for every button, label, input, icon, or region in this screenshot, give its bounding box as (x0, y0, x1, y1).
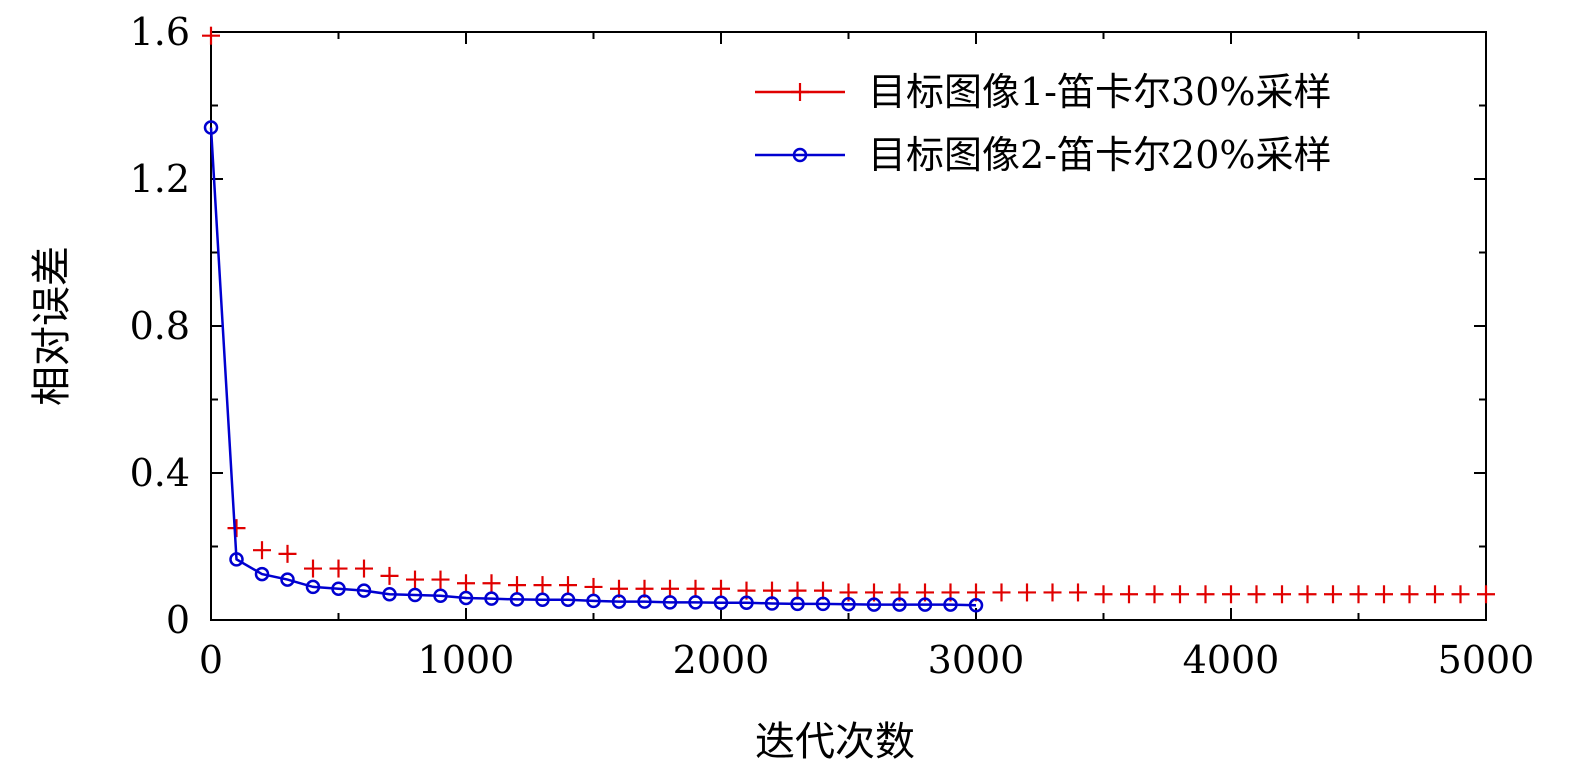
data-point (662, 595, 678, 610)
data-point (329, 559, 348, 578)
data-point (1273, 585, 1291, 604)
data-point (1222, 585, 1240, 604)
data-point (202, 26, 220, 45)
data-point (1477, 585, 1495, 604)
legend-item-2: 目标图像2-笛卡尔20%采样 (755, 133, 1331, 177)
data-point (688, 595, 703, 610)
y-axis-title: 相对误差 (29, 246, 75, 406)
y-tick-label: 0.4 (130, 451, 190, 495)
data-point (433, 588, 448, 603)
x-tick-label: 3000 (928, 638, 1025, 682)
data-point (1324, 585, 1342, 604)
axis-tick-labels: 0 1000 2000 3000 4000 5000 0 0.4 0.8 1.2 1.6 (130, 10, 1535, 682)
data-point (509, 592, 525, 607)
data-point (1247, 585, 1266, 604)
data-point (866, 597, 882, 612)
y-tick-label: 1.2 (130, 157, 190, 201)
data-point (764, 596, 780, 611)
legend-marker (792, 147, 808, 163)
data-point (280, 572, 295, 587)
x-tick-label: 2000 (673, 638, 770, 682)
data-point (1298, 585, 1317, 604)
data-point (1426, 585, 1444, 604)
data-point (586, 593, 601, 609)
data-point (1120, 585, 1138, 604)
data-point (482, 574, 501, 593)
data-point (380, 566, 399, 585)
y-tick-label: 0.8 (130, 304, 190, 348)
data-point (1069, 583, 1087, 602)
data-point (713, 595, 729, 610)
series-2-line (209, 127, 977, 607)
data-point (661, 579, 679, 598)
x-axis-title: 迭代次数 (755, 719, 915, 765)
data-point (535, 592, 550, 608)
y-tick-label: 1.6 (130, 10, 190, 54)
data-point (1451, 585, 1470, 604)
data-point (917, 597, 933, 612)
legend-label: 目标图像2-笛卡尔20%采样 (868, 133, 1331, 177)
legend-marker (791, 83, 809, 101)
data-point (739, 595, 754, 610)
legend-label: 目标图像1-笛卡尔30%采样 (868, 70, 1331, 114)
data-point (611, 594, 627, 609)
data-point (1375, 585, 1393, 604)
x-tick-label: 1000 (418, 638, 515, 682)
data-point (584, 577, 603, 596)
axis-ticks (210, 31, 1487, 621)
x-tick-label: 4000 (1183, 638, 1280, 682)
data-point (457, 574, 475, 593)
data-point (1349, 585, 1368, 604)
data-point (406, 570, 424, 589)
data-point (355, 559, 373, 578)
series-2 (203, 120, 984, 613)
data-point (484, 591, 499, 606)
data-point (304, 559, 322, 578)
data-point (203, 120, 219, 135)
data-point (356, 583, 372, 598)
y-tick-label: 0 (166, 598, 190, 642)
data-point (227, 519, 246, 538)
data-point (1196, 585, 1215, 604)
data-point (559, 576, 577, 595)
data-point (508, 576, 526, 595)
data-point (992, 583, 1011, 602)
plot-frame (210, 31, 1487, 621)
data-point (305, 579, 321, 595)
data-point (892, 597, 907, 612)
data-point (815, 596, 831, 612)
data-point (686, 579, 705, 598)
series-layer (202, 26, 1495, 613)
data-point (1145, 585, 1164, 604)
data-point (968, 598, 984, 613)
data-point (1400, 585, 1419, 604)
data-point (637, 594, 652, 609)
data-point (382, 587, 397, 602)
data-point (1018, 583, 1036, 602)
data-point (841, 596, 856, 612)
data-point (943, 597, 958, 612)
data-point (560, 592, 576, 608)
data-point (331, 581, 346, 597)
data-point (1094, 585, 1113, 604)
data-point (407, 587, 423, 603)
data-point (254, 566, 270, 582)
data-point (278, 544, 297, 563)
x-tick-label: 0 (199, 638, 223, 682)
data-point (253, 541, 271, 560)
series-1 (202, 26, 1495, 604)
legend-item-1: 目标图像1-笛卡尔30%采样 (755, 70, 1331, 114)
data-point (712, 579, 730, 598)
data-point (431, 570, 450, 589)
x-tick-label: 5000 (1438, 638, 1535, 682)
data-point (229, 552, 244, 567)
data-point (790, 596, 805, 612)
data-point (1171, 585, 1189, 604)
data-point (1043, 583, 1062, 602)
data-point (458, 590, 474, 606)
data-point (533, 576, 552, 595)
